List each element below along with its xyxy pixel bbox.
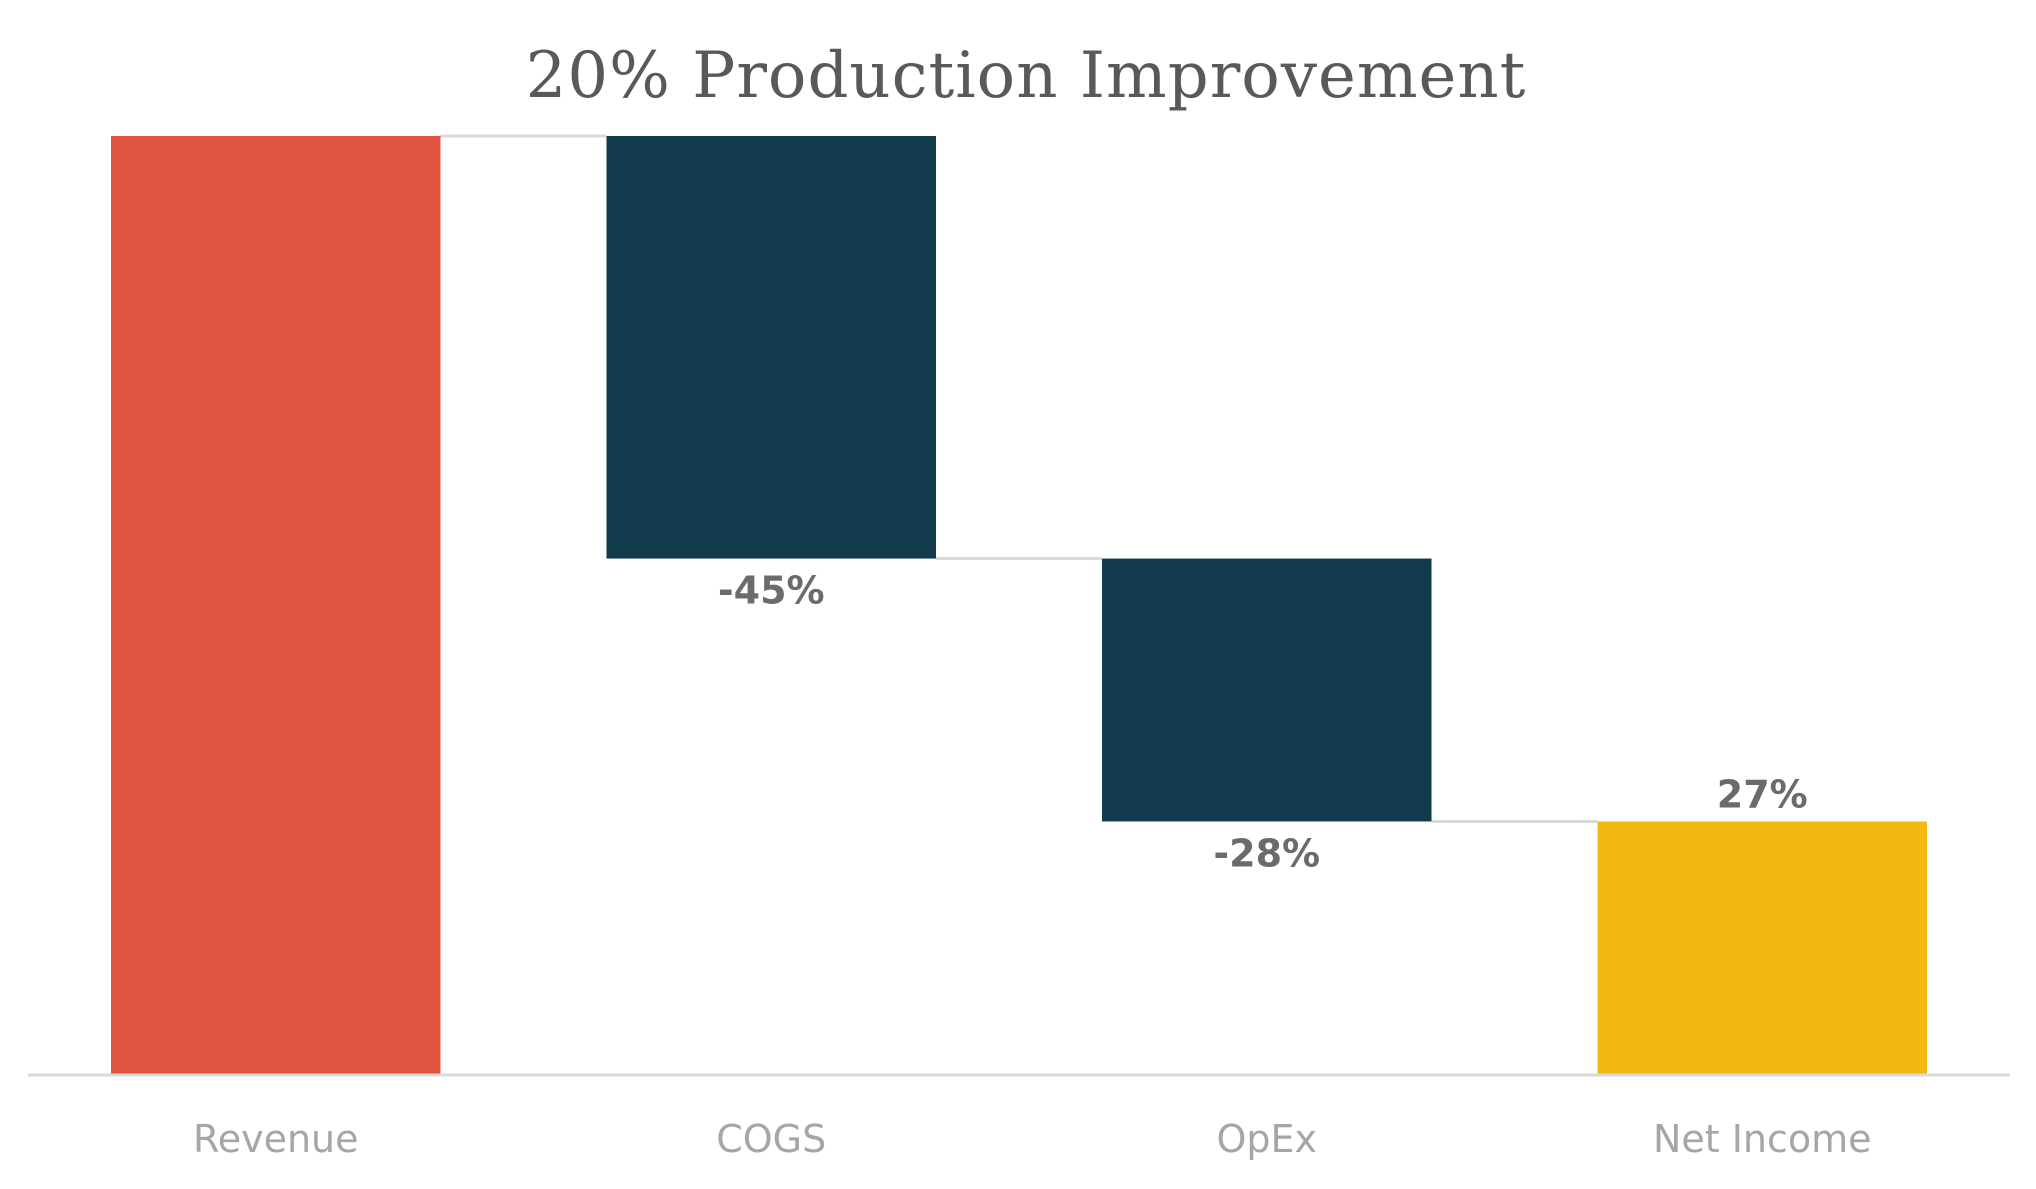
x-tick-label: OpEx — [1216, 1117, 1317, 1161]
bars-layer — [110, 136, 1928, 1075]
bar-revenue — [110, 136, 441, 1075]
x-tick-label: Revenue — [193, 1117, 359, 1161]
data-label: -28% — [1213, 831, 1320, 875]
bar-cogs — [606, 136, 937, 559]
x-tick-label: Net Income — [1653, 1117, 1872, 1161]
x-tick-label: COGS — [716, 1117, 826, 1161]
data-label: 27% — [1717, 772, 1808, 816]
chart-title: 20% Production Improvement — [526, 39, 1527, 113]
bar-net-income — [1597, 821, 1928, 1075]
data-label: -45% — [718, 569, 825, 613]
bar-opex — [1101, 558, 1432, 822]
x-tick-labels-layer: Revenue COGS OpEx Net Income — [193, 1117, 1872, 1161]
connectors-layer — [440, 134, 1598, 823]
data-labels-layer: -45% -28% 27% — [718, 569, 1808, 876]
